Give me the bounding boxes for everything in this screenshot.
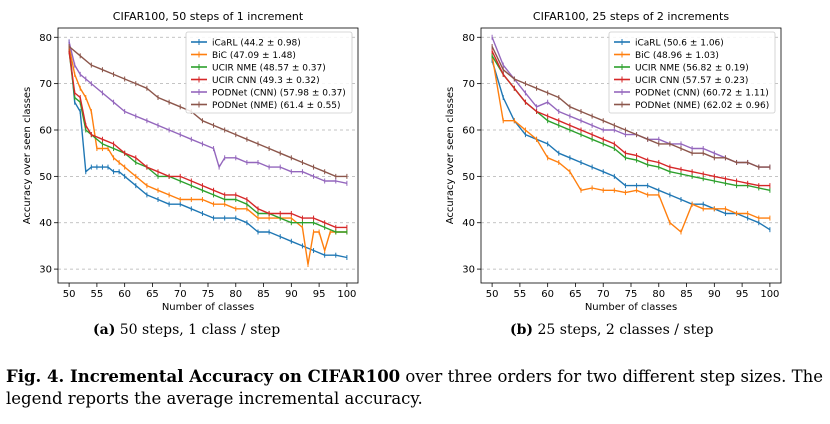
x-tick-label: 60 [541,289,554,300]
x-tick-label: 55 [514,289,527,300]
legend-entry: BiC (47.09 ± 1.48) [212,51,296,61]
x-tick-label: 50 [63,289,76,300]
y-axis-label: Accuracy over seen classes [445,87,456,225]
figure-caption-bold: Incremental Accuracy on CIFAR100 [64,367,401,386]
subcaption-b: (b) 25 steps, 2 classes / step [510,322,713,338]
series-line-ucir-nme [491,55,771,191]
legend-entry: UCIR CNN (49.3 ± 0.32) [212,76,320,86]
series-line-bic [491,55,770,233]
legend-box [185,31,353,114]
series-line-ucir-cnn [491,50,770,187]
y-tick-label: 70 [39,79,52,90]
subcaption-a-text: 50 steps, 1 class / step [115,322,281,338]
x-tick-label: 70 [174,289,187,300]
legend-entry: BiC (48.96 ± 1.03) [635,51,719,61]
legend-entry: UCIR NME (56.82 ± 0.19) [635,63,749,73]
x-tick-label: 75 [202,289,215,300]
y-tick-label: 80 [462,33,475,44]
y-tick-label: 40 [462,218,475,229]
x-tick-label: 95 [736,289,749,300]
chart-title: CIFAR100, 25 steps of 2 increments [533,10,729,23]
chart-title: CIFAR100, 50 steps of 1 increment [113,10,304,23]
x-axis-label: Number of classes [162,302,254,310]
figure-charts: 50 55 60 65 70 75 80 85 90 95 100 30 40 50 60 70 80 CIFAR… [22,10,782,310]
x-tick-label: 85 [680,289,693,300]
x-tick-label: 70 [597,289,610,300]
legend-entry: PODNet (NME) (62.02 ± 0.96) [635,101,769,111]
x-tick-label: 90 [708,289,721,300]
series-line-bic [68,46,347,266]
x-tick-label: 55 [91,289,104,300]
subcaption-a-label: (a) [93,322,116,338]
x-tick-label: 90 [285,289,298,300]
series-line-ucir-cnn [68,51,347,229]
figure-caption: Fig. 4. Incremental Accuracy on CIFAR100… [6,366,826,410]
x-tick-label: 100 [337,289,356,300]
legend-entry: PODNet (CNN) (60.72 ± 1.11) [635,88,769,98]
y-tick-label: 70 [462,79,475,90]
series-line-ucir-nme [68,51,347,233]
chart-panel-2: 50 55 60 65 70 75 80 85 90 95 100 30 40 50 60 70 80 CIFAR… [445,10,782,310]
subcaption-b-text: 25 steps, 2 classes / step [533,322,714,338]
legend-entry: iCaRL (44.2 ± 0.98) [212,38,301,48]
figure-label: Fig. 4. [6,367,65,386]
series-line-podnet-nme- [491,46,770,168]
chart-panel-1: 50 55 60 65 70 75 80 85 90 95 100 30 40 50 60 70 80 CIFAR… [22,10,359,310]
y-axis-label: Accuracy over seen classes [22,87,33,225]
x-tick-label: 85 [257,289,270,300]
y-tick-label: 60 [462,126,475,137]
y-tick-label: 30 [462,265,475,276]
x-tick-label: 80 [229,289,242,300]
legend-entry: iCaRL (50.6 ± 1.06) [635,38,724,48]
legend-box [608,31,776,114]
y-tick-label: 40 [39,218,52,229]
y-tick-label: 30 [39,265,52,276]
x-tick-label: 65 [146,289,159,300]
y-tick-label: 60 [39,126,52,137]
y-tick-label: 50 [462,172,475,183]
series-line-podnet-nme- [68,45,347,178]
x-tick-label: 60 [118,289,131,300]
x-tick-label: 65 [569,289,582,300]
x-axis-label: Number of classes [585,302,677,310]
legend-entry: UCIR NME (48.57 ± 0.37) [212,63,326,73]
y-tick-label: 50 [39,172,52,183]
legend-entry: PODNet (NME) (61.4 ± 0.55) [212,101,341,111]
series-line-icarl [491,60,771,231]
subcaption-b-label: (b) [510,322,534,338]
figure-caption-text: over three orders for two different step… [6,367,824,408]
x-tick-label: 100 [760,289,779,300]
x-tick-label: 80 [652,289,665,300]
y-tick-label: 80 [39,33,52,44]
series-line-podnet-cnn- [491,37,770,168]
x-tick-label: 95 [313,289,326,300]
legend-entry: PODNet (CNN) (57.98 ± 0.37) [212,88,346,98]
legend-entry: UCIR CNN (57.57 ± 0.23) [635,76,748,86]
subcaption-a: (a) 50 steps, 1 class / step [93,322,280,338]
x-tick-label: 75 [625,289,638,300]
x-tick-label: 50 [486,289,499,300]
